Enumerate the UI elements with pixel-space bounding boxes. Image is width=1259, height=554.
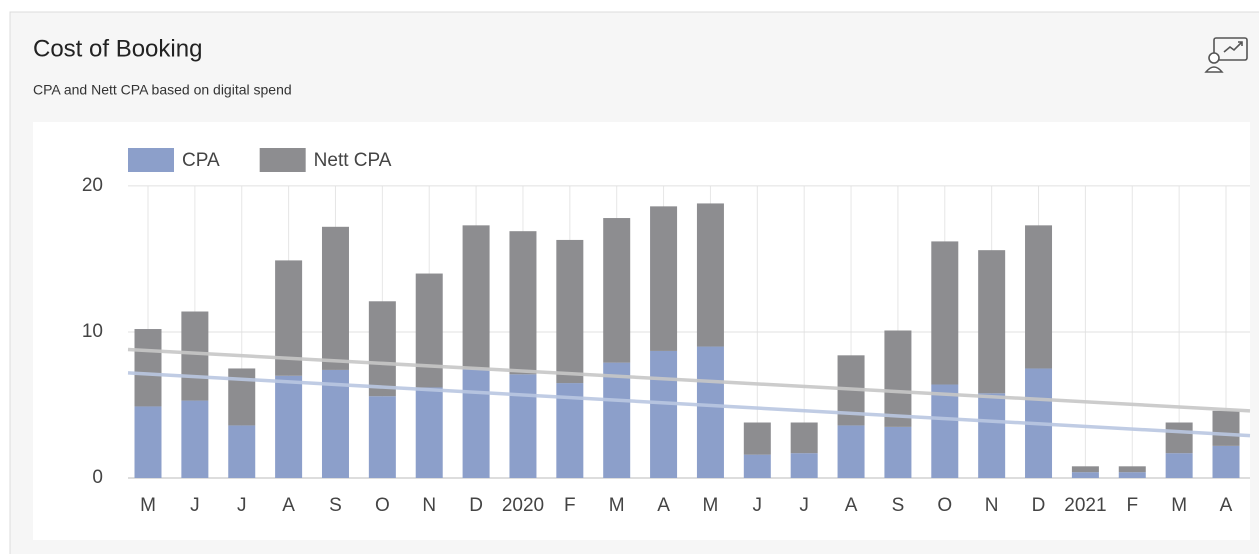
x-tick-label: 2021	[1064, 495, 1106, 516]
legend-swatch	[259, 148, 306, 172]
bar	[884, 330, 912, 427]
bar	[415, 387, 443, 478]
y-tick-label: 10	[82, 321, 103, 342]
x-tick-label: S	[329, 495, 342, 516]
x-tick-label: A	[1220, 495, 1233, 516]
x-tick-label: M	[140, 495, 156, 516]
bar	[181, 400, 209, 478]
trend-line	[127, 347, 1251, 413]
bar	[1025, 225, 1053, 369]
bar	[1165, 453, 1193, 478]
x-tick-label: N	[985, 495, 999, 516]
bar	[1071, 472, 1099, 478]
bar	[790, 453, 818, 478]
bar	[181, 311, 209, 401]
export-icon[interactable]	[1204, 37, 1248, 73]
x-tick-label: M	[703, 495, 719, 516]
x-tick-label: O	[375, 495, 390, 516]
x-tick-label: J	[237, 495, 247, 516]
x-tick-label: A	[657, 495, 670, 516]
x-tick-label: F	[1126, 495, 1138, 516]
bar	[884, 426, 912, 478]
x-tick-label: D	[469, 495, 483, 516]
chart-subtitle: CPA and Nett CPA based on digital spend	[33, 82, 292, 98]
bar	[462, 368, 490, 478]
bar	[743, 422, 771, 455]
bar	[134, 329, 162, 407]
bar	[696, 346, 724, 478]
bar	[1118, 472, 1146, 478]
bar	[931, 384, 959, 478]
trend-line	[127, 371, 1251, 438]
y-tick-label: 0	[92, 467, 103, 488]
bar	[368, 301, 396, 397]
legend-label: Nett CPA	[314, 150, 392, 171]
bar	[931, 241, 959, 385]
bar	[978, 393, 1006, 478]
x-tick-label: D	[1032, 495, 1046, 516]
bar	[556, 239, 584, 384]
bar	[837, 425, 865, 478]
x-tick-label: M	[1171, 495, 1187, 516]
bar	[368, 396, 396, 478]
chart-title: Cost of Booking	[33, 35, 202, 62]
bar	[134, 406, 162, 478]
bar	[650, 350, 678, 478]
plot-area	[33, 122, 1250, 540]
x-tick-label: M	[609, 495, 625, 516]
bar	[1165, 422, 1193, 454]
bar	[696, 203, 724, 347]
x-tick-label: N	[422, 495, 436, 516]
bar	[462, 225, 490, 369]
bar	[1212, 445, 1240, 478]
bar	[978, 250, 1006, 394]
x-tick-label: J	[799, 495, 809, 516]
bar	[228, 425, 256, 478]
bar	[509, 374, 537, 478]
bar	[603, 218, 631, 363]
bar	[603, 362, 631, 478]
bar	[1212, 410, 1240, 446]
x-tick-label: A	[845, 495, 858, 516]
bar	[321, 226, 349, 370]
x-tick-label: S	[892, 495, 905, 516]
x-tick-label: O	[937, 495, 952, 516]
bar	[790, 422, 818, 454]
bar	[509, 231, 537, 375]
x-tick-label: 2020	[502, 495, 544, 516]
x-tick-label: J	[190, 495, 200, 516]
legend-swatch	[128, 148, 174, 172]
bar	[321, 369, 349, 478]
bar	[275, 375, 303, 478]
bar	[743, 454, 771, 478]
bar	[1118, 466, 1146, 473]
y-tick-label: 20	[82, 175, 103, 196]
bar	[415, 273, 443, 388]
x-tick-label: J	[753, 495, 763, 516]
bar	[650, 206, 678, 351]
x-tick-label: F	[564, 495, 576, 516]
bar	[1071, 466, 1099, 473]
x-tick-label: A	[282, 495, 295, 516]
legend-label: CPA	[182, 150, 220, 171]
